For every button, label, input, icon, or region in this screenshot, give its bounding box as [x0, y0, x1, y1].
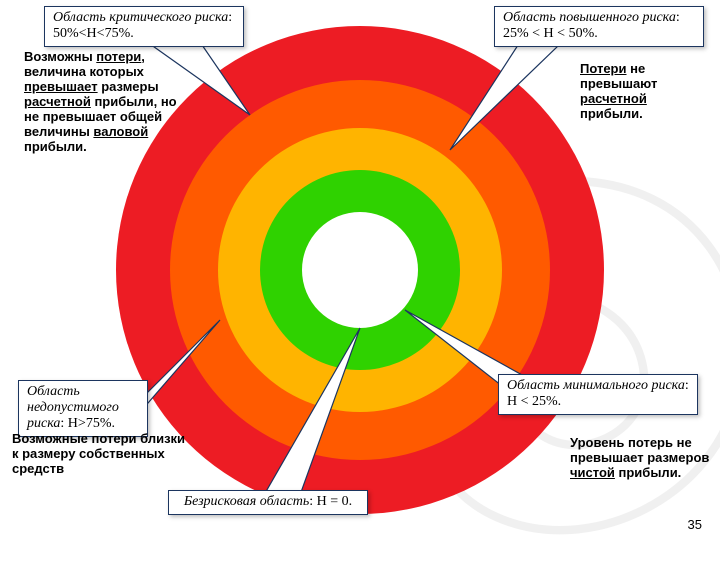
desc-minimal-risk: Уровень потерь не превышает размеров чис…	[570, 436, 710, 481]
desc-unacceptable-risk: Возможные потери близки к размеру собств…	[12, 432, 192, 477]
callout-title: Область минимального риска	[507, 378, 685, 393]
callout-unacceptable-risk: Область недопустимого риска: Н>75%.	[18, 380, 148, 437]
callout-title: Область критического риска	[53, 10, 228, 25]
callout-critical-risk: Область критического риска: 50%<Н<75%.	[44, 6, 244, 47]
callout-minimal-risk: Область минимального риска: Н < 25%.	[498, 374, 698, 415]
desc-elevated-risk: Потери не превышают расчетной прибыли.	[580, 62, 700, 122]
callout-riskfree: Безрисковая область: Н = 0.	[168, 490, 368, 515]
callout-title: Область повышенного риска	[503, 10, 676, 25]
callout-value: : Н>75%.	[60, 416, 115, 431]
callout-value: : Н = 0.	[309, 494, 352, 509]
callout-elevated-risk: Область повышенного риска: 25% < Н < 50%…	[494, 6, 704, 47]
page-number: 35	[688, 517, 702, 532]
callout-title: Безрисковая область	[184, 494, 309, 509]
desc-critical-risk: Возможны потери, величина которых превыш…	[24, 50, 184, 155]
